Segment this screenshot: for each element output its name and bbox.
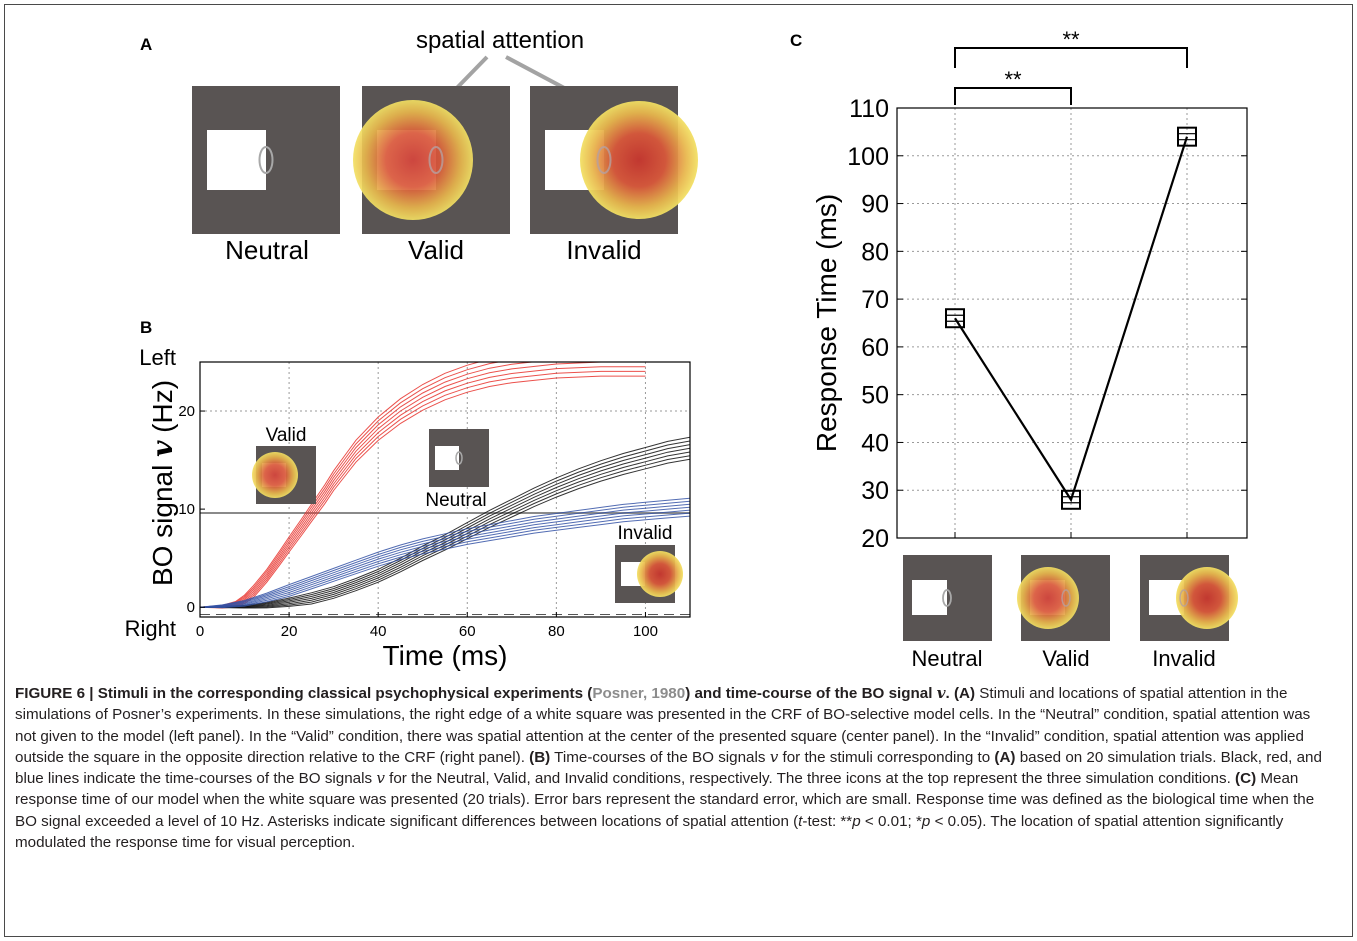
- y-bottom-label: Right: [125, 616, 176, 641]
- c-tick-label-y: 50: [861, 382, 889, 410]
- significance-brackets: [954, 47, 1188, 105]
- figure-caption: FIGURE 6 | Stimuli in the corresponding …: [15, 684, 1322, 852]
- b-series-line-valid: [200, 362, 537, 608]
- b-series-line-neutral: [200, 436, 690, 608]
- inset-invalid: Invalid: [615, 523, 683, 603]
- figure-6: A spatial attention Neutral Valid Invali…: [125, 27, 1248, 671]
- c-tick-label-y: 80: [861, 238, 889, 266]
- c-y-axis-label: Response Time (ms): [811, 194, 842, 452]
- y-top-label: Left: [139, 345, 176, 370]
- inset-valid: Valid: [252, 425, 316, 504]
- b-series-line-valid: [200, 370, 646, 609]
- b-y-axis-label: BO signal v (Hz): [146, 380, 179, 586]
- c-series-line: [954, 136, 1189, 503]
- inset-neutral: Neutral: [425, 429, 489, 511]
- c-grid: [897, 108, 1247, 538]
- caption-ref-a: (A): [994, 748, 1016, 766]
- b-tick-label-x: 20: [281, 623, 298, 640]
- panel-a-label: A: [140, 35, 152, 54]
- b-series-group: [200, 362, 690, 609]
- attention-label: spatial attention: [416, 27, 584, 54]
- inset-valid-label: Valid: [266, 425, 307, 446]
- b-tick-label-y: 10: [178, 501, 195, 518]
- b-series-line-invalid: [200, 512, 690, 608]
- stimulus-invalid-a: [530, 86, 698, 234]
- b-series-line-invalid: [200, 506, 690, 608]
- panel-b-label: B: [140, 318, 152, 337]
- b-series-line-invalid: [200, 509, 690, 608]
- b-series-line-invalid: [200, 515, 690, 609]
- inset-neutral-label: Neutral: [425, 490, 486, 511]
- c-tick-label-y: 60: [861, 334, 889, 362]
- stimulus-valid-a: [353, 86, 510, 234]
- c-data-marker-valid: [1061, 489, 1081, 510]
- c-series-group: [945, 126, 1197, 510]
- c-tick-label-y: 90: [861, 191, 889, 219]
- stimulus-invalid-c: [1140, 555, 1238, 641]
- c-tick-label-y: 110: [849, 95, 889, 123]
- b-tick-label-x: 80: [548, 623, 565, 640]
- b-series-line-invalid: [200, 500, 690, 608]
- caption-reference-link[interactable]: Posner, 1980: [592, 685, 686, 702]
- b-series-line-invalid: [200, 497, 690, 608]
- b-series-line-invalid: [200, 503, 690, 608]
- b-series-line-valid: [200, 366, 646, 608]
- b-series-line-valid: [200, 362, 502, 608]
- panel-c-label: C: [790, 31, 802, 50]
- b-tick-label-y: 20: [178, 403, 195, 420]
- b-tick-label-x: 100: [633, 623, 658, 640]
- label-neutral-a: Neutral: [225, 235, 309, 265]
- figure-frame: [4, 4, 1353, 937]
- b-ticks: 0 20 40 60 80 100 0 10 20: [178, 403, 658, 640]
- c-tick-label-y: 40: [861, 429, 889, 457]
- c-tick-label-y: 70: [861, 286, 889, 314]
- caption-text-a: Stimuli and locations of spatial attenti…: [15, 685, 1311, 766]
- inset-invalid-label: Invalid: [618, 523, 673, 544]
- stimulus-valid-c: [1017, 555, 1110, 641]
- label-valid-a: Valid: [408, 235, 464, 265]
- b-tick-label-x: 60: [459, 623, 476, 640]
- caption-title: FIGURE 6 | Stimuli in the corresponding …: [15, 684, 950, 702]
- b-tick-label-y: 0: [187, 599, 195, 616]
- stimulus-neutral-a: [192, 86, 340, 234]
- significance-outer: **: [1062, 27, 1080, 52]
- label-neutral-c: Neutral: [912, 646, 983, 671]
- b-plot-frame: [199, 361, 691, 618]
- c-tick-label-y: 20: [861, 525, 889, 553]
- b-series-line-valid: [200, 362, 481, 608]
- c-data-marker-neutral: [945, 308, 965, 329]
- b-series-line-valid: [200, 362, 646, 608]
- caption-tag-a: (A): [953, 685, 976, 702]
- c-data-marker-invalid: [1177, 126, 1197, 147]
- c-ticks: 20 30 40 50 60 70 80 90 100 110: [847, 95, 1247, 553]
- b-tick-label-x: 40: [370, 623, 387, 640]
- c-tick-label-y: 30: [861, 477, 889, 505]
- c-plot-frame: [896, 107, 1248, 539]
- caption-tag-c: (C): [1235, 770, 1257, 788]
- label-invalid-a: Invalid: [566, 235, 641, 265]
- b-tick-label-x: 0: [196, 623, 204, 640]
- b-grid: [200, 362, 690, 617]
- caption-tag-b: (B): [529, 748, 551, 766]
- label-valid-c: Valid: [1042, 646, 1089, 671]
- significance-inner: **: [1004, 67, 1022, 92]
- c-tick-label-y: 100: [847, 143, 889, 171]
- label-invalid-c: Invalid: [1152, 646, 1216, 671]
- stimulus-neutral-c: [903, 555, 992, 641]
- b-x-axis-label: Time (ms): [383, 640, 508, 671]
